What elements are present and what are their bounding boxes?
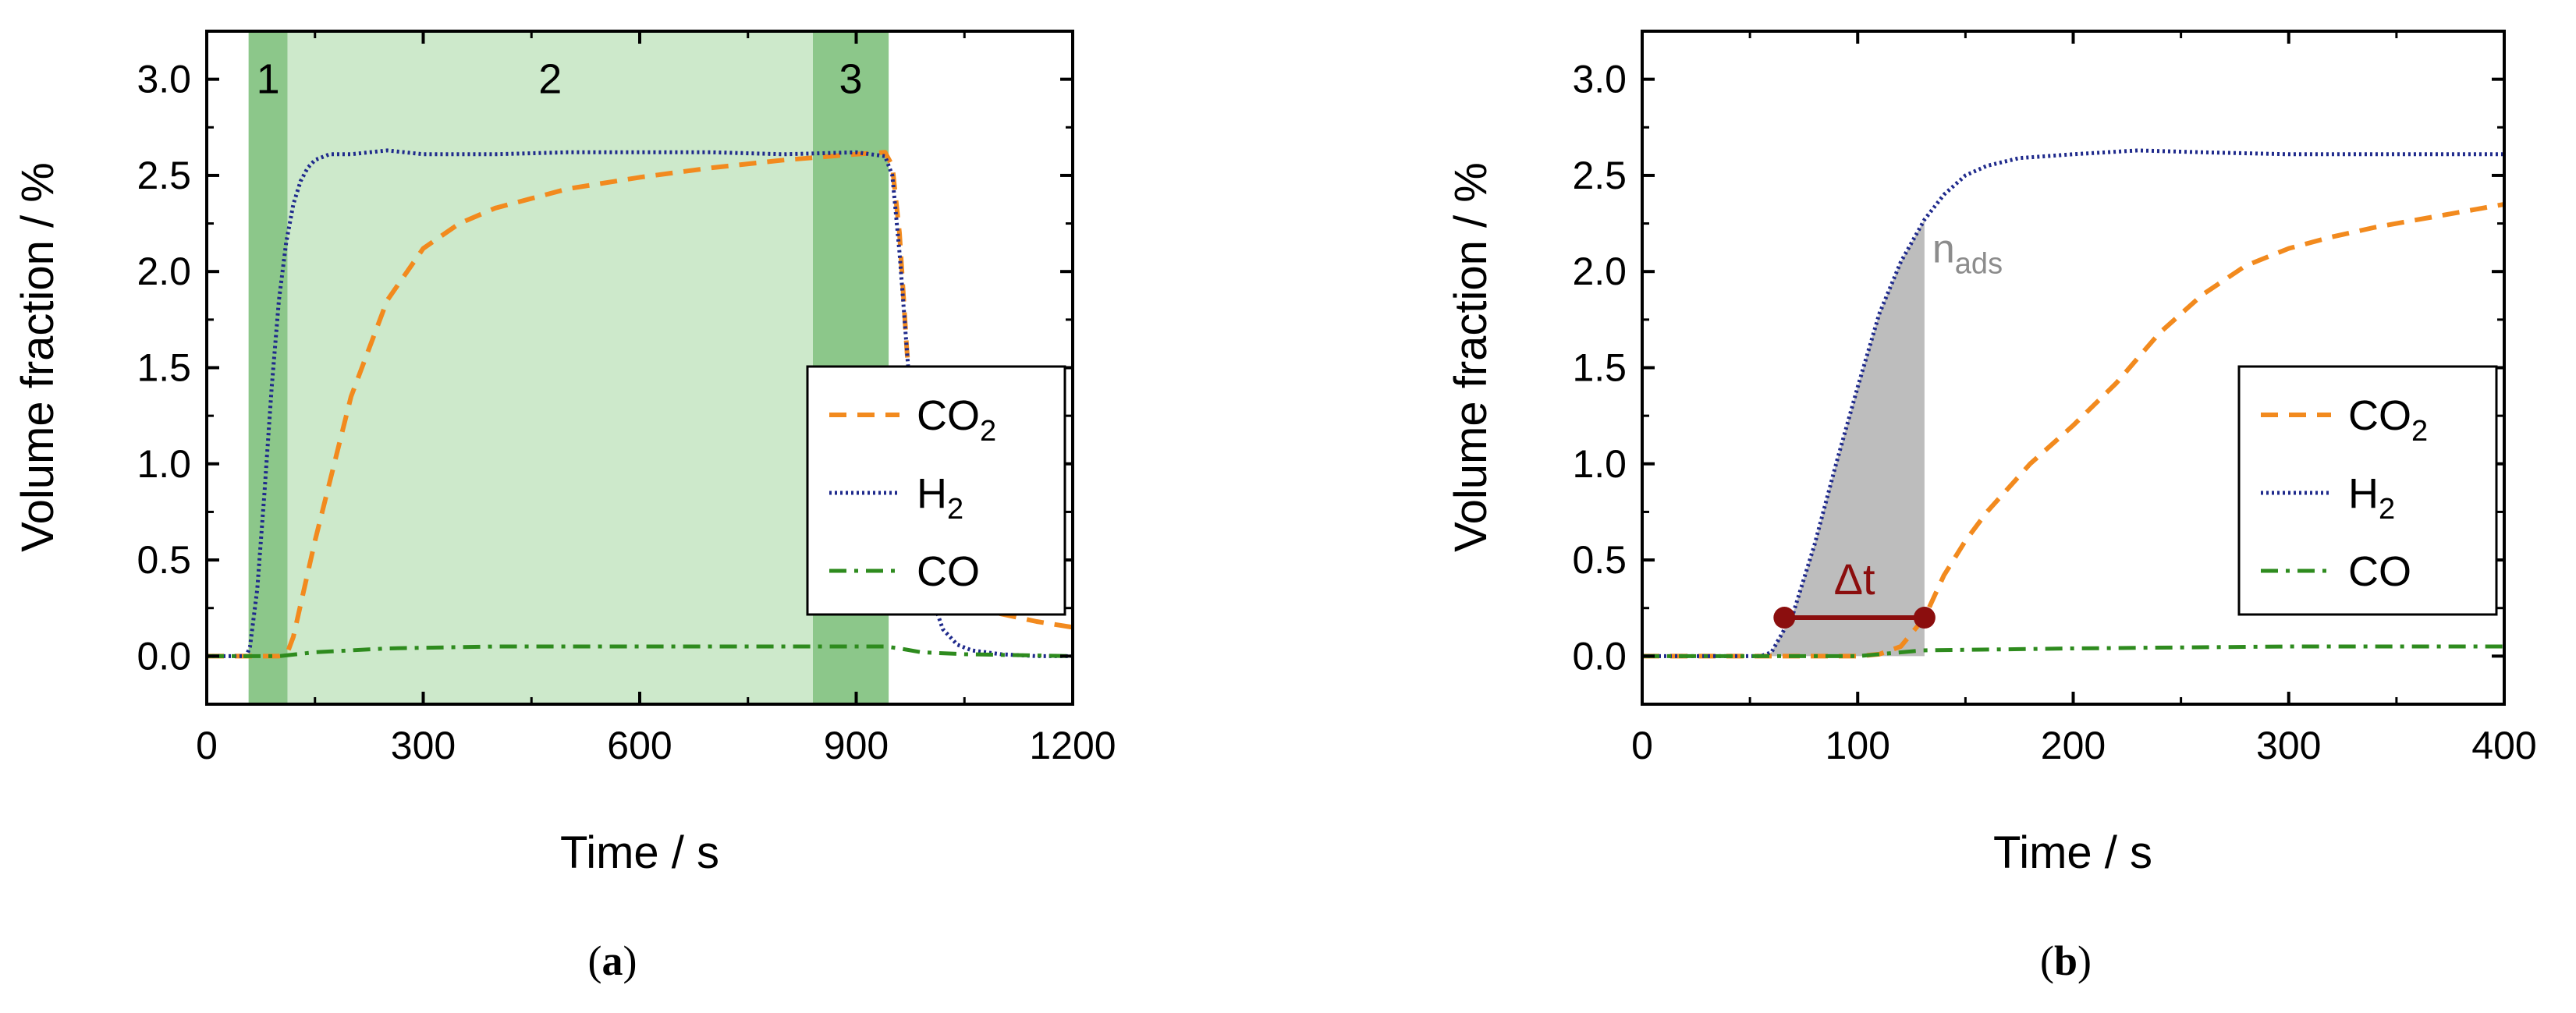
legend-label-main: CO — [917, 392, 980, 439]
nads-main: n — [1932, 227, 1955, 272]
legend-label-sub: 2 — [2379, 493, 2395, 526]
region-label-2: 2 — [538, 56, 562, 103]
legend-label-h2: H2 — [2348, 470, 2395, 526]
legend-label-co2: CO2 — [2348, 392, 2428, 448]
caption-b: (b) — [2040, 937, 2092, 984]
legend-label-main: CO — [2348, 392, 2411, 439]
y-axis-title-b: Volume fraction / % — [1446, 162, 1496, 552]
y-tick-label-a: 0.0 — [137, 634, 191, 678]
y-tick-label-a: 3.0 — [137, 58, 191, 101]
series-line-co — [1642, 644, 2504, 658]
nads-label: nads — [1932, 227, 2003, 281]
dt-label: Δt — [1834, 554, 1875, 604]
dt-marker-end — [1913, 607, 1936, 629]
x-axis-title-b: Time / s — [1993, 827, 2152, 878]
x-tick-label-b: 400 — [2471, 724, 2536, 767]
caption-a-letter: a — [602, 937, 623, 984]
y-tick-label-b: 0.0 — [1572, 634, 1627, 678]
legend-box-a — [806, 365, 1066, 616]
legend-label-main: H — [2348, 470, 2379, 517]
x-tick-label-b: 200 — [2041, 724, 2106, 767]
y-tick-label-b: 2.5 — [1572, 154, 1627, 197]
y-tick-label-b: 0.5 — [1572, 538, 1627, 582]
x-tick-label-b: 100 — [1826, 724, 1890, 767]
y-tick-label-a: 0.5 — [137, 538, 191, 582]
legend-label-co: CO — [917, 548, 980, 595]
x-tick-label-a: 1200 — [1029, 724, 1116, 767]
series-line-co2 — [1642, 201, 2504, 659]
legend-label-main: CO — [917, 548, 980, 595]
region-label-1: 1 — [257, 56, 280, 103]
y-tick-label-a: 2.0 — [137, 250, 191, 293]
axes-b: 0 100 200 300 400 0.0 0.5 1.0 1.5 2.0 2.5 3.0 — [1572, 30, 2537, 767]
x-tick-label-a: 0 — [196, 724, 218, 767]
legend-label-sub: 2 — [2411, 415, 2428, 448]
series-line-h2 — [1642, 148, 2504, 658]
y-tick-label-a: 1.5 — [137, 346, 191, 390]
legend-label-main: CO — [2348, 548, 2411, 595]
series-group-b — [1642, 148, 2504, 659]
y-tick-label-b: 3.0 — [1572, 58, 1627, 101]
legend-label-co2: CO2 — [917, 392, 996, 448]
legend-label-main: H — [917, 470, 947, 517]
y-axis-title-a: Volume fraction / % — [12, 162, 63, 552]
region-label-3: 3 — [839, 56, 863, 103]
x-tick-label-a: 300 — [391, 724, 456, 767]
x-axis-title-a: Time / s — [560, 827, 719, 878]
nads-sub: ads — [1955, 248, 2003, 281]
y-tick-label-b: 2.0 — [1572, 250, 1627, 293]
y-tick-label-b: 1.0 — [1572, 442, 1627, 486]
series-line-h2 — [207, 148, 1073, 658]
y-tick-label-a: 2.5 — [137, 154, 191, 197]
axes-a: 0 300 600 900 1200 0.0 0.5 1.0 1.5 2.0 2.5 3.0 — [137, 30, 1116, 767]
y-tick-label-b: 1.5 — [1572, 346, 1627, 390]
panel-b: Δt nads 0 100 200 300 400 0.0 0.5 1.0 1.5 2.0 2.5 3.… — [1446, 30, 2537, 984]
caption-b-letter: b — [2054, 937, 2077, 984]
dt-marker-start — [1773, 607, 1796, 629]
nads-area — [1760, 219, 1925, 657]
caption-a: (a) — [588, 937, 637, 984]
series-line-co — [207, 644, 1073, 658]
legend-label-h2: H2 — [917, 470, 963, 526]
legend-label-co: CO — [2348, 548, 2411, 595]
legend-label-sub: 2 — [947, 493, 963, 526]
legend-label-sub: 2 — [980, 415, 996, 448]
x-tick-label-b: 0 — [1631, 724, 1653, 767]
x-tick-label-a: 600 — [607, 724, 672, 767]
region-2 — [287, 31, 814, 704]
legend-box-b — [2237, 365, 2498, 616]
regions-a: 1 2 3 — [248, 31, 889, 704]
x-tick-label-b: 300 — [2256, 724, 2321, 767]
plot-b: Δt nads — [1642, 148, 2504, 659]
x-tick-label-a: 900 — [824, 724, 889, 767]
y-tick-label-a: 1.0 — [137, 442, 191, 486]
